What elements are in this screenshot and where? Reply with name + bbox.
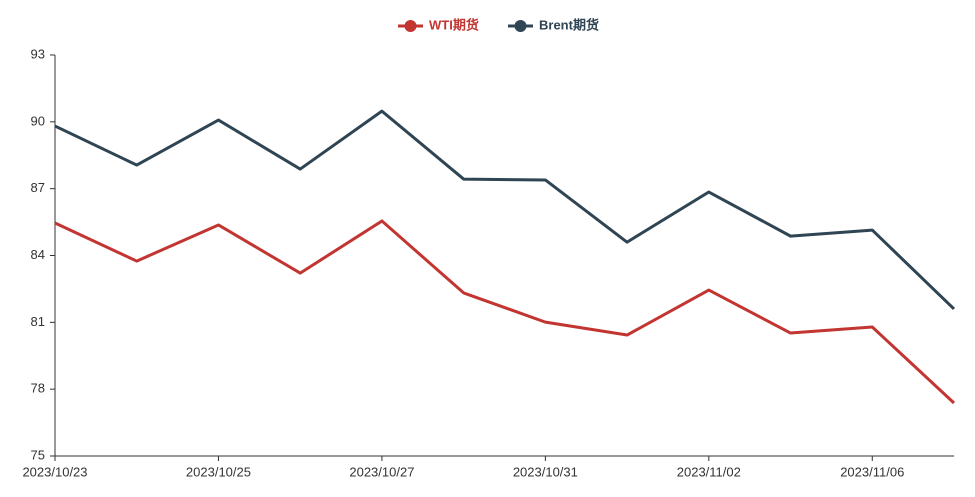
- y-tick-label: 81: [31, 314, 45, 329]
- y-tick-label: 75: [31, 447, 45, 462]
- y-tick-label: 87: [31, 180, 45, 195]
- y-tick-label: 84: [31, 247, 45, 262]
- y-tick-label: 90: [31, 113, 45, 128]
- x-tick-label: 2023/10/23: [22, 464, 87, 479]
- legend-label: WTI期货: [429, 17, 479, 32]
- series-line: [54, 219, 956, 405]
- legend-marker: [404, 20, 417, 32]
- series-line: [54, 109, 956, 311]
- x-tick-label: 2023/10/31: [513, 464, 578, 479]
- x-tick-label: 2023/11/06: [840, 464, 904, 479]
- y-tick-label: 78: [31, 381, 45, 396]
- x-tick-label: 2023/10/25: [186, 464, 251, 479]
- x-tick-label: 2023/10/27: [349, 464, 414, 479]
- legend-label: Brent期货: [539, 17, 599, 32]
- x-tick-label: 2023/11/02: [677, 464, 741, 479]
- y-tick-label: 93: [31, 46, 45, 61]
- legend-marker: [514, 20, 527, 32]
